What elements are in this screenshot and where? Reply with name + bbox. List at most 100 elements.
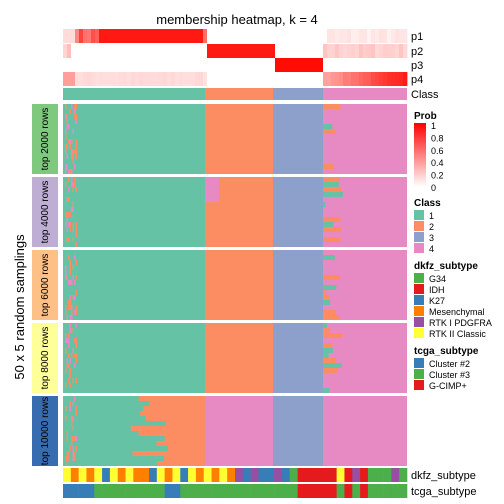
tcga-cell bbox=[250, 484, 259, 498]
prob-cell bbox=[339, 29, 344, 43]
dkfz-legend-swatch bbox=[414, 284, 424, 294]
prob-cell bbox=[143, 44, 148, 58]
noise-cell bbox=[72, 159, 74, 164]
prob-cell bbox=[283, 72, 288, 86]
noise-cell bbox=[71, 416, 73, 421]
tcga-cell bbox=[203, 484, 212, 498]
group-band bbox=[32, 177, 58, 247]
tcga-cell bbox=[149, 484, 158, 498]
noise-cell bbox=[71, 139, 73, 144]
noise-cell bbox=[69, 305, 71, 310]
tcga-legend-swatch bbox=[414, 380, 424, 390]
tcga-cell bbox=[344, 484, 353, 498]
tcga-cell bbox=[399, 484, 408, 498]
prob-cell bbox=[375, 44, 380, 58]
prob-cell bbox=[299, 58, 304, 72]
prob-cell bbox=[307, 29, 312, 43]
tcga-legend-swatch bbox=[414, 358, 424, 368]
noise-cell bbox=[69, 227, 71, 232]
prob-cell bbox=[343, 72, 348, 86]
shift-cell bbox=[129, 378, 206, 383]
prob-cell bbox=[351, 72, 356, 86]
noise-cell bbox=[69, 265, 71, 270]
prob-cell bbox=[191, 72, 196, 86]
prob-row-label: p2 bbox=[411, 46, 423, 58]
tcga-legend-swatch bbox=[414, 369, 424, 379]
noise-cell bbox=[68, 300, 70, 305]
noise-cell bbox=[65, 212, 67, 217]
probability-rows: p1 p2 p3 p4 bbox=[63, 29, 423, 86]
prob-cell bbox=[155, 29, 160, 43]
dkfz-cell bbox=[125, 468, 134, 482]
prob-cell bbox=[147, 58, 152, 72]
noise-cell bbox=[71, 280, 73, 285]
prob-cell bbox=[267, 58, 272, 72]
prob-cell bbox=[403, 29, 408, 43]
shift-cell bbox=[167, 446, 205, 451]
prob-cell bbox=[159, 58, 164, 72]
prob-cell bbox=[303, 44, 308, 58]
dkfz-cell bbox=[250, 468, 259, 482]
dkfz-cell bbox=[172, 468, 181, 482]
prob-cell bbox=[379, 72, 384, 86]
prob-cell bbox=[327, 72, 332, 86]
noise-cell bbox=[72, 222, 74, 227]
prob-cell bbox=[323, 44, 328, 58]
prob-cell bbox=[299, 44, 304, 58]
noise-cell bbox=[71, 154, 73, 159]
prob-cell bbox=[135, 44, 140, 58]
noise-cell bbox=[65, 456, 67, 461]
prob-cell bbox=[95, 58, 100, 72]
prob-cell bbox=[295, 29, 300, 43]
prob-cell bbox=[379, 58, 384, 72]
noise-cell bbox=[74, 149, 76, 154]
prob-cell bbox=[115, 72, 120, 86]
prob-cell bbox=[239, 72, 244, 86]
prob-cell bbox=[63, 72, 68, 86]
prob-cell bbox=[147, 72, 152, 86]
tcga-cell bbox=[70, 484, 79, 498]
prob-cell bbox=[299, 72, 304, 86]
tcga-cell bbox=[242, 484, 251, 498]
noise-cell bbox=[69, 270, 71, 275]
tcga-cell bbox=[164, 484, 173, 498]
prob-cell bbox=[175, 72, 180, 86]
dkfz-cell bbox=[180, 468, 189, 482]
mix-cell bbox=[323, 285, 337, 290]
tcga-cell bbox=[78, 484, 87, 498]
prob-cell bbox=[203, 58, 208, 72]
prob-cell bbox=[295, 44, 300, 58]
class-region bbox=[205, 323, 273, 393]
tcga-cell bbox=[211, 484, 220, 498]
prob-cell bbox=[171, 29, 176, 43]
prob-cell bbox=[259, 72, 264, 86]
shift-cell bbox=[132, 451, 206, 456]
class-legend-swatch bbox=[414, 243, 424, 253]
prob-cell bbox=[287, 29, 292, 43]
prob-cell bbox=[95, 44, 100, 58]
tcga-cell bbox=[313, 484, 322, 498]
noise-cell bbox=[68, 187, 70, 192]
tcga-cell bbox=[86, 484, 95, 498]
prob-cell bbox=[259, 44, 264, 58]
noise-cell bbox=[75, 338, 77, 343]
prob-cell bbox=[391, 58, 396, 72]
noise-cell bbox=[72, 182, 74, 187]
noise-cell bbox=[72, 401, 74, 406]
tcga-cell bbox=[375, 484, 384, 498]
prob-cell bbox=[271, 29, 276, 43]
dkfz-cell bbox=[156, 468, 165, 482]
mix-cell bbox=[323, 104, 341, 109]
prob-cell bbox=[311, 58, 316, 72]
shift-cell bbox=[138, 431, 205, 436]
tcga-cell bbox=[117, 484, 126, 498]
noise-cell bbox=[65, 275, 67, 280]
tcga-cell bbox=[274, 484, 283, 498]
dkfz-legend-title: dkfz_subtype bbox=[414, 261, 478, 272]
dkfz-cell bbox=[102, 468, 111, 482]
dkfz-cell bbox=[78, 468, 87, 482]
noise-cell bbox=[65, 149, 67, 154]
prob-cell bbox=[195, 72, 200, 86]
noise-cell bbox=[72, 265, 74, 270]
prob-cell bbox=[359, 29, 364, 43]
